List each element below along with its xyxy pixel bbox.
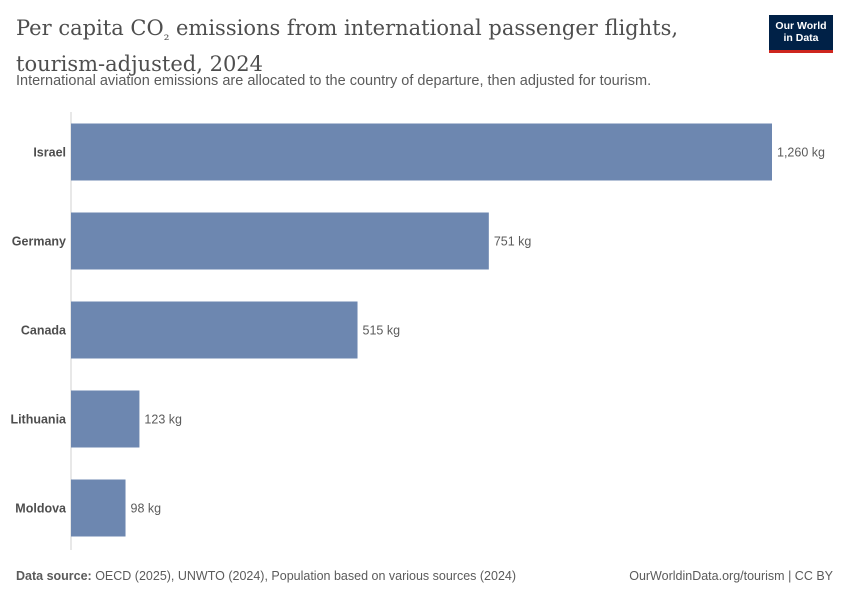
chart-title: Per capita CO₂ emissions from internatio… xyxy=(16,14,716,78)
bar-chart: Israel 1,260 kg Germany 751 kg Canada 515 kg L… xyxy=(10,112,825,550)
category-label: Lithuania xyxy=(10,413,67,427)
bar-moldova[interactable] xyxy=(71,479,126,537)
title-part-2: emissions from international passenger f… xyxy=(169,16,679,40)
data-source: Data source: OECD (2025), UNWTO (2024), … xyxy=(16,569,516,583)
bar-germany[interactable] xyxy=(71,212,489,270)
owid-logo[interactable]: Our World in Data xyxy=(769,15,833,53)
bar-israel[interactable] xyxy=(71,123,772,181)
title-part-1: Per capita CO xyxy=(16,16,164,40)
chart-subtitle: International aviation emissions are all… xyxy=(16,73,652,89)
title-line-2: tourism-adjusted, 2024 xyxy=(16,52,264,77)
value-label: 98 kg xyxy=(131,502,162,516)
category-label: Israel xyxy=(33,146,66,160)
bar-lithuania[interactable] xyxy=(71,390,140,448)
data-source-text: OECD (2025), UNWTO (2024), Population ba… xyxy=(91,569,517,583)
logo-line-2: in Data xyxy=(783,32,819,44)
category-label: Canada xyxy=(21,324,67,338)
logo-line-1: Our World xyxy=(775,20,827,32)
category-label: Moldova xyxy=(15,502,67,516)
value-label: 1,260 kg xyxy=(777,146,825,160)
data-source-label: Data source: xyxy=(16,569,92,583)
footer-link[interactable]: OurWorldinData.org/tourism | CC BY xyxy=(629,569,833,583)
bar-canada[interactable] xyxy=(71,301,358,359)
title-subscript: ₂ xyxy=(163,28,170,45)
category-label: Germany xyxy=(12,235,66,249)
value-label: 515 kg xyxy=(363,324,401,338)
value-label: 123 kg xyxy=(144,413,182,427)
value-label: 751 kg xyxy=(494,235,532,249)
